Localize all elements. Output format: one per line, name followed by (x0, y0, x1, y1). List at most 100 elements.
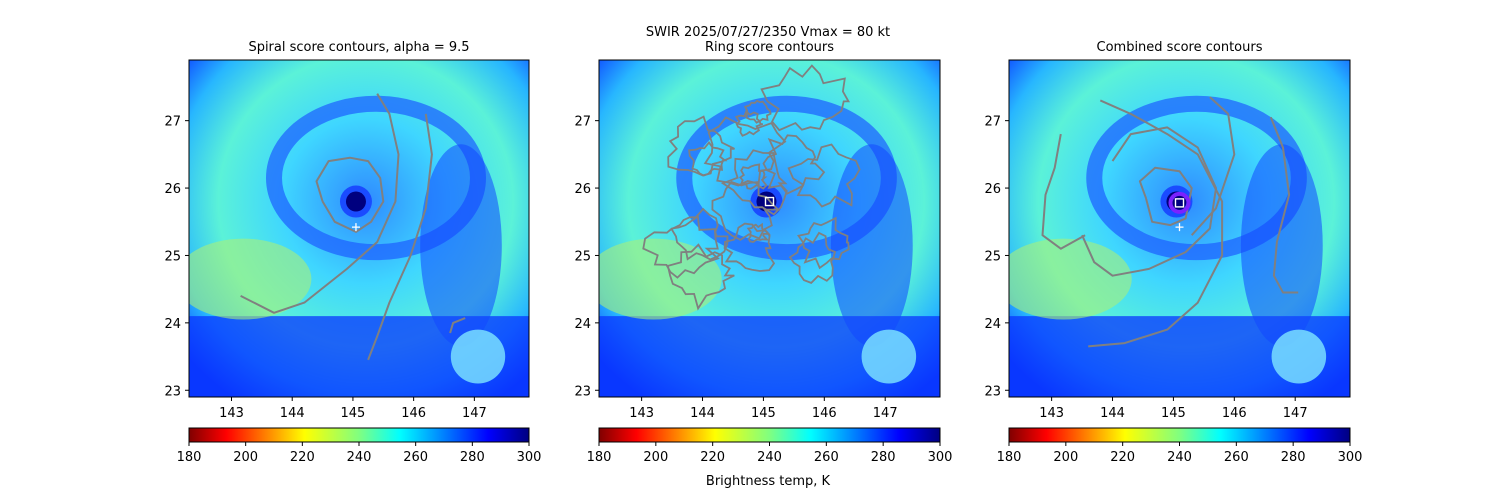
x-tick-label: 147 (462, 406, 487, 421)
colorbar-gradient (188, 427, 530, 443)
panel-ring-score: Ring score contours 143 144 145 146 147 23 24 25… (574, 40, 952, 465)
colorbar-tick-label: 240 (757, 450, 782, 465)
colorbar-tick-label: 280 (871, 450, 896, 465)
x-tick-label: 146 (812, 406, 837, 421)
panel-combined-score: Combined score contours 143 144 145 146 147 23… (984, 40, 1362, 465)
contour-line (367, 113, 433, 361)
y-tick-label: 24 (574, 317, 591, 332)
y-tick-label: 26 (984, 182, 1001, 197)
y-tick-label: 26 (574, 182, 591, 197)
figure-suptitle: SWIR 2025/07/27/2350 Vmax = 80 kt (646, 25, 890, 40)
x-tick-label: 143 (219, 406, 244, 421)
x-tick-label: 146 (1222, 406, 1247, 421)
x-tick-label: 145 (1161, 406, 1186, 421)
x-tick-label: 147 (873, 406, 898, 421)
contour-line (760, 64, 851, 132)
colorbar-tick-label: 200 (233, 450, 258, 465)
contour-line (449, 317, 466, 334)
contour-line (1269, 116, 1299, 294)
contour-line (642, 214, 720, 279)
x-tick-label: 143 (1039, 406, 1064, 421)
contours (240, 93, 466, 361)
contour-line (703, 116, 787, 187)
contour-line (1088, 99, 1224, 348)
contour-line (787, 143, 861, 208)
contour-line (1190, 96, 1236, 236)
eye (345, 191, 366, 212)
center-square-marker (1174, 198, 1185, 208)
colorbar-tick-label: 200 (1053, 450, 1078, 465)
x-tick-label: 145 (751, 406, 776, 421)
contour-line (762, 134, 826, 195)
colorbar-tick-label: 280 (1281, 450, 1306, 465)
colorbar-tick-label: 200 (643, 450, 668, 465)
panel-title: Ring score contours (705, 40, 834, 55)
contour-line (667, 115, 735, 177)
contour-line (688, 141, 728, 177)
x-tick-label: 144 (280, 406, 305, 421)
panel-title: Combined score contours (1097, 40, 1263, 55)
contour-line (723, 222, 776, 272)
x-tick-label: 143 (629, 406, 654, 421)
colorbar-tick-label: 180 (587, 450, 612, 465)
colorbar: 180 200 220 240 260 280 300 (587, 427, 953, 465)
x-tick-label: 145 (341, 406, 366, 421)
colorbar: 180 200 220 240 260 280 300 (997, 427, 1363, 465)
contour-line (1138, 166, 1193, 227)
colorbar-gradient (1008, 427, 1351, 443)
colorbar-tick-label: 300 (928, 450, 953, 465)
colorbar-label: Brightness temp, K (706, 474, 831, 489)
colorbar-tick-label: 260 (814, 450, 839, 465)
contour-line (315, 156, 385, 233)
contour-line (240, 93, 400, 314)
center-square-marker (764, 196, 775, 207)
y-tick-label: 25 (984, 249, 1001, 264)
contour-line (1081, 126, 1217, 277)
y-tick-label: 27 (164, 115, 181, 130)
center-ring-marker (1168, 191, 1191, 214)
y-tick-label: 25 (574, 249, 591, 264)
colorbar-tick-label: 260 (1224, 450, 1249, 465)
colorbar-tick-label: 300 (517, 450, 542, 465)
center-plus-marker (351, 223, 360, 232)
x-tick-label: 144 (1100, 406, 1125, 421)
x-tick-label: 144 (690, 406, 715, 421)
colorbar-tick-label: 260 (403, 450, 428, 465)
contour-line (666, 243, 735, 311)
contour-line (1041, 133, 1086, 250)
contour-line (734, 109, 764, 137)
brightness-temperature-image (189, 60, 529, 397)
colorbar-tick-label: 220 (290, 450, 315, 465)
brightness-temperature-image (599, 60, 940, 397)
y-tick-label: 24 (164, 317, 181, 332)
panel-spiral-score: Spiral score contours, alpha = 9.5 143 144… (164, 40, 541, 465)
contours (1041, 96, 1299, 348)
colorbar-gradient (598, 427, 941, 443)
y-tick-label: 23 (984, 384, 1001, 399)
y-tick-label: 26 (164, 182, 181, 197)
y-tick-label: 25 (164, 249, 181, 264)
colorbar-tick-label: 240 (1167, 450, 1192, 465)
colorbar-tick-label: 300 (1338, 450, 1363, 465)
contour-line (738, 163, 768, 190)
contour-line (797, 216, 850, 270)
axes-frame (188, 59, 530, 398)
axes-frame (1008, 59, 1351, 398)
y-tick-label: 24 (984, 317, 1001, 332)
colorbar-tick-label: 280 (460, 450, 485, 465)
colorbar-tick-label: 240 (347, 450, 372, 465)
center-plus-marker (1175, 223, 1184, 232)
colorbar-tick-label: 180 (997, 450, 1022, 465)
colorbar-tick-label: 220 (1110, 450, 1135, 465)
x-tick-label: 146 (401, 406, 426, 421)
contour-line (788, 231, 837, 284)
brightness-temperature-image (1009, 60, 1350, 397)
axes-frame (598, 59, 941, 398)
contour-line (720, 149, 788, 216)
colorbar-tick-label: 220 (700, 450, 725, 465)
y-tick-label: 23 (574, 384, 591, 399)
x-tick-label: 147 (1283, 406, 1308, 421)
colorbar: 180 200 220 240 260 280 300 (177, 427, 542, 465)
contours (642, 64, 861, 311)
